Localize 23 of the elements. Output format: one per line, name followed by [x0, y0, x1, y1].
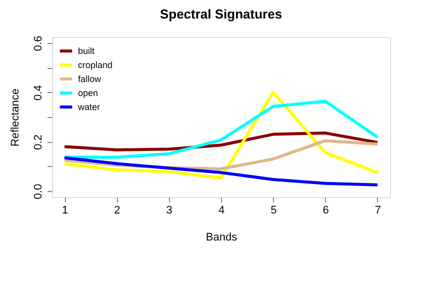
legend-label: open	[78, 88, 98, 98]
x-tick-label: 7	[374, 204, 382, 216]
y-tick-label: 0.6	[32, 36, 44, 52]
x-tick-label: 1	[62, 204, 68, 216]
line-series	[63, 156, 379, 186]
y-axis-title: Reflectance	[10, 88, 22, 147]
x-tick-label: 5	[270, 204, 277, 216]
legend-label: built	[78, 46, 96, 56]
legend-label: water	[77, 102, 100, 112]
x-tick-label: 6	[322, 204, 329, 216]
x-tick-label: 3	[166, 204, 172, 216]
x-tick-label: 4	[218, 204, 225, 216]
y-tick-label: 0.0	[32, 184, 44, 200]
x-axis-title: Bands	[206, 232, 238, 244]
legend-label: fallow	[78, 74, 102, 84]
y-tick-label: 0.4	[32, 85, 44, 100]
chart-title: Spectral Signatures	[160, 6, 282, 22]
legend-label: cropland	[78, 60, 113, 70]
y-tick-label: 0.2	[32, 134, 44, 150]
line-series	[63, 132, 379, 152]
line-series	[63, 100, 379, 159]
x-tick-label: 2	[114, 204, 120, 216]
line-series	[63, 90, 379, 180]
